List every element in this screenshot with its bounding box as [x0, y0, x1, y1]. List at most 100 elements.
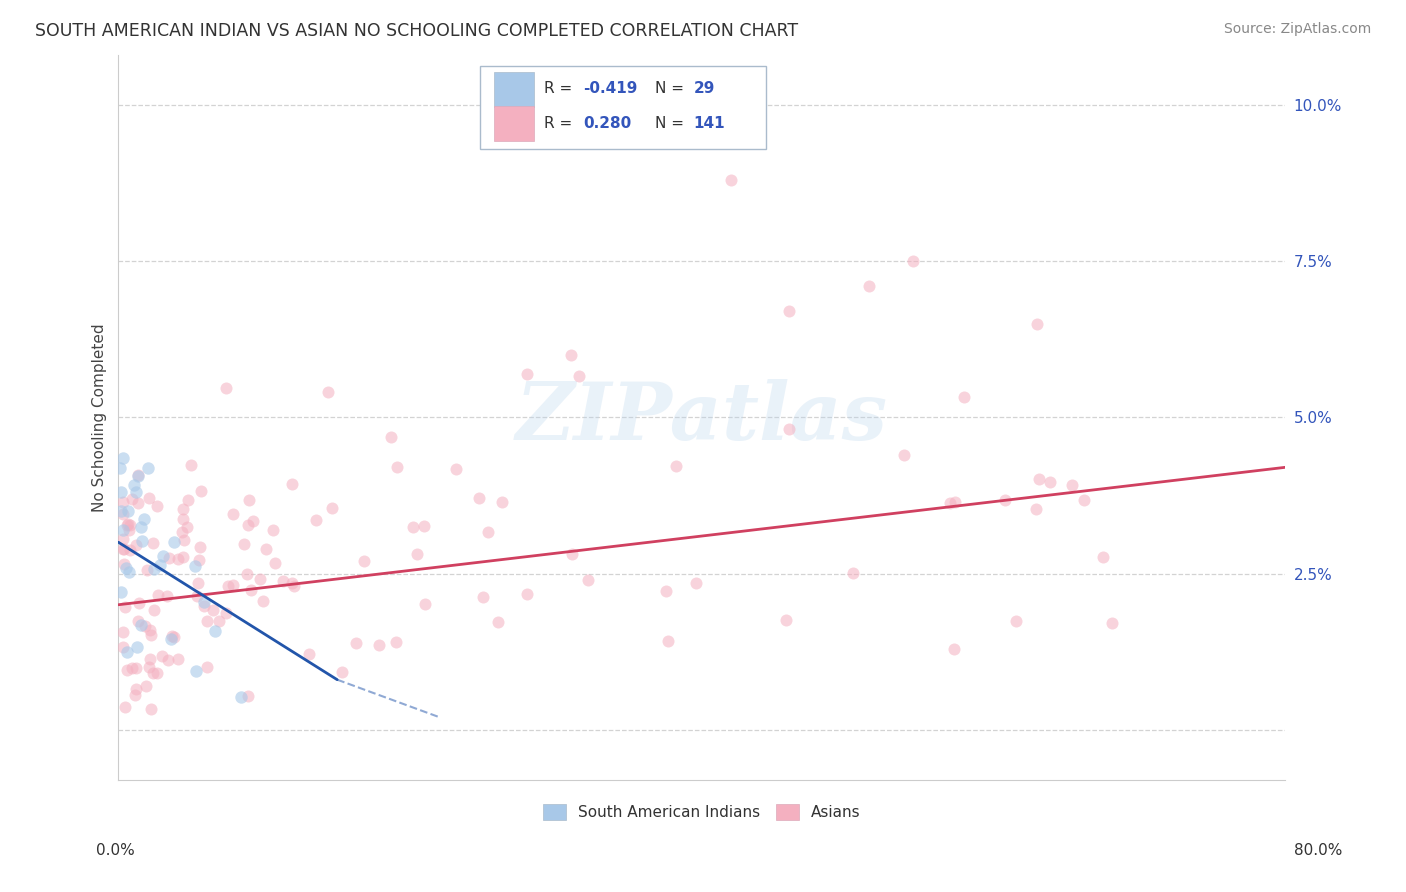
Point — [242, 514, 264, 528]
Point — [1073, 493, 1095, 508]
Point — [184, 664, 207, 678]
Point — [111, 523, 134, 537]
Point — [263, 556, 285, 570]
Text: N =: N = — [655, 81, 689, 96]
Point — [775, 613, 797, 627]
Point — [232, 537, 254, 551]
Point — [112, 541, 135, 556]
Point — [1060, 478, 1083, 492]
Point — [173, 533, 195, 547]
Point — [125, 538, 148, 552]
Point — [195, 614, 218, 628]
Point — [167, 652, 190, 666]
Point — [238, 492, 260, 507]
Text: 80.0%: 80.0% — [1295, 843, 1343, 858]
Point — [111, 495, 134, 509]
Point — [156, 652, 179, 666]
Point — [304, 513, 326, 527]
Point — [477, 524, 499, 539]
Point — [176, 492, 198, 507]
Point — [136, 460, 159, 475]
Point — [994, 493, 1017, 508]
Point — [1028, 472, 1050, 486]
Point — [172, 549, 194, 564]
Point — [720, 173, 742, 187]
Point — [222, 507, 245, 521]
Point — [344, 636, 367, 650]
Point — [135, 680, 157, 694]
Point — [146, 499, 169, 513]
Point — [468, 491, 491, 506]
Point — [138, 660, 160, 674]
Text: -0.419: -0.419 — [582, 81, 637, 96]
Point — [444, 462, 467, 476]
Point — [129, 618, 152, 632]
Point — [491, 494, 513, 508]
Point — [117, 504, 139, 518]
Point — [167, 552, 190, 566]
Point — [215, 381, 238, 395]
Point — [576, 573, 599, 587]
Point — [125, 485, 148, 500]
Point — [149, 558, 172, 572]
Point — [939, 496, 962, 510]
Point — [195, 660, 218, 674]
Point — [118, 565, 141, 579]
Point — [111, 507, 134, 521]
Point — [115, 561, 138, 575]
Point — [127, 468, 149, 483]
Point — [128, 596, 150, 610]
Point — [217, 579, 239, 593]
Point — [778, 422, 800, 436]
Text: 29: 29 — [693, 81, 716, 96]
Point — [402, 519, 425, 533]
Point — [170, 525, 193, 540]
Point — [112, 557, 135, 571]
Point — [188, 541, 211, 555]
Point — [111, 532, 134, 546]
Text: N =: N = — [655, 117, 689, 131]
Point — [114, 699, 136, 714]
Point — [117, 663, 139, 677]
Text: 0.0%: 0.0% — [96, 843, 135, 858]
Point — [163, 630, 186, 644]
Point — [561, 548, 583, 562]
FancyBboxPatch shape — [494, 106, 534, 141]
Point — [127, 614, 149, 628]
Point — [122, 478, 145, 492]
Text: R =: R = — [544, 81, 578, 96]
Point — [115, 518, 138, 533]
Point — [193, 595, 215, 609]
Point — [516, 367, 538, 381]
Point — [148, 588, 170, 602]
Point — [1026, 317, 1049, 331]
Point — [121, 491, 143, 506]
Point — [127, 496, 149, 510]
Point — [156, 589, 179, 603]
Point — [943, 495, 966, 509]
Point — [110, 585, 132, 599]
Text: ZIPatlas: ZIPatlas — [516, 378, 887, 456]
FancyBboxPatch shape — [494, 71, 534, 106]
Point — [516, 587, 538, 601]
Y-axis label: No Schooling Completed: No Schooling Completed — [93, 323, 107, 512]
Point — [134, 619, 156, 633]
Point — [124, 688, 146, 702]
Point — [283, 579, 305, 593]
Point — [142, 603, 165, 617]
Point — [118, 518, 141, 533]
Point — [1092, 550, 1115, 565]
Point — [117, 516, 139, 531]
Point — [202, 603, 225, 617]
Point — [139, 628, 162, 642]
Point — [125, 661, 148, 675]
Text: R =: R = — [544, 117, 578, 131]
Point — [131, 533, 153, 548]
Point — [271, 574, 294, 589]
Point — [215, 606, 238, 620]
Point — [413, 597, 436, 611]
Point — [110, 504, 132, 518]
Point — [187, 576, 209, 591]
Point — [160, 629, 183, 643]
Point — [172, 501, 194, 516]
